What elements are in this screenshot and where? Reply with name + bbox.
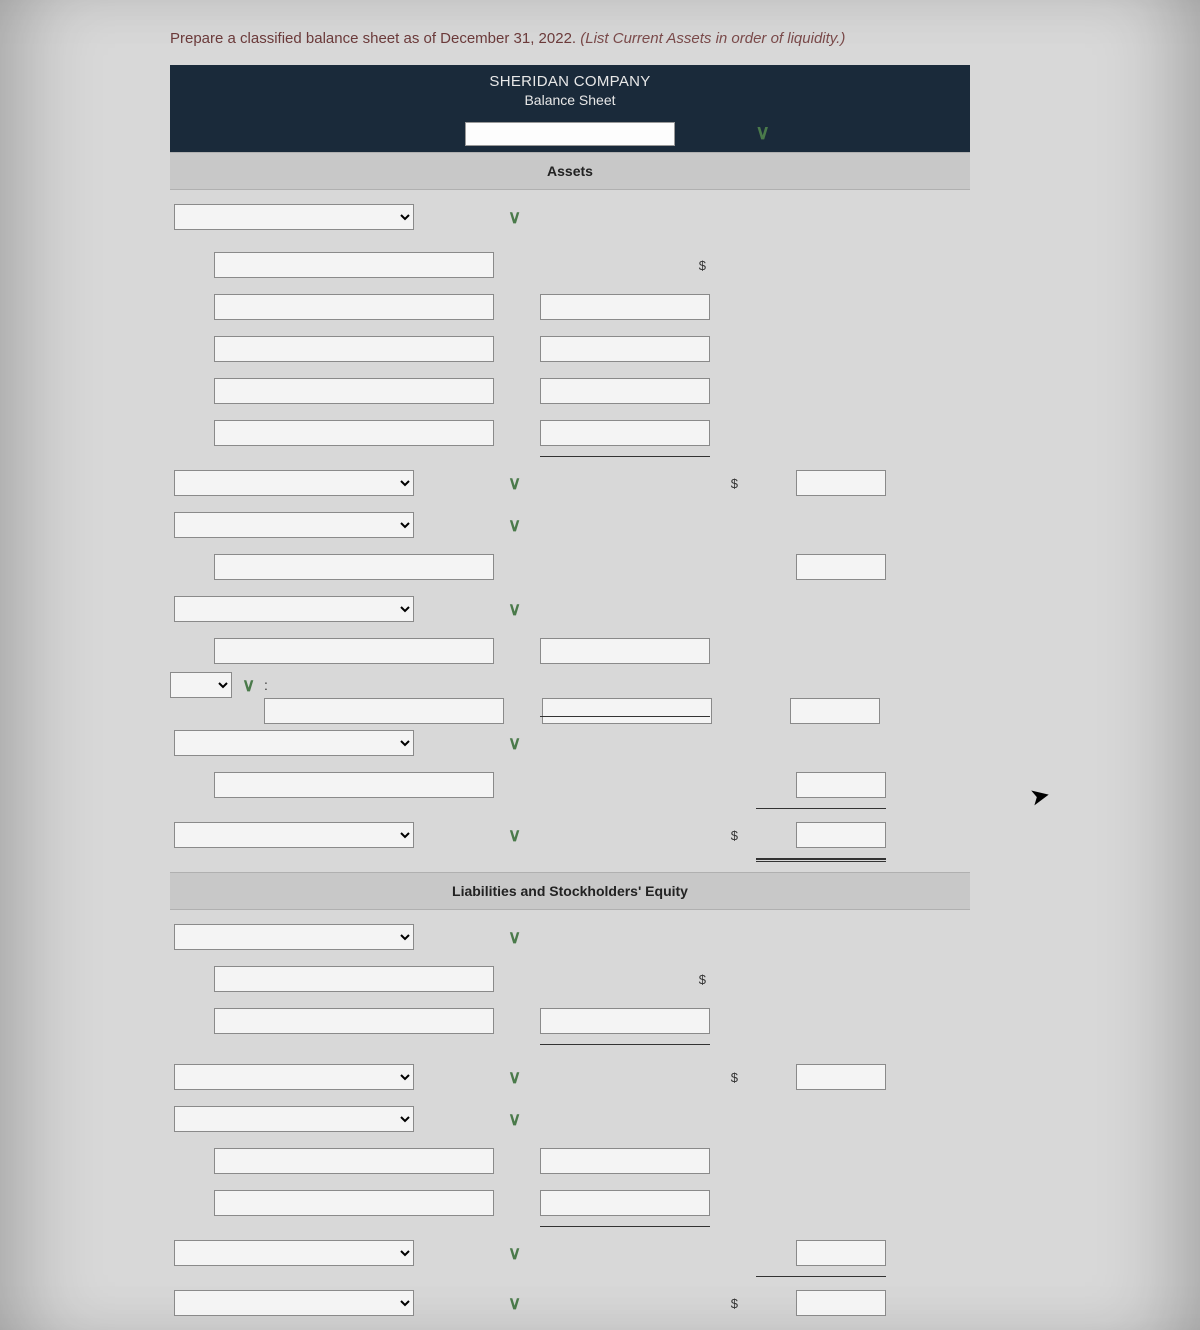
- chevron-down-icon: ∨: [755, 120, 770, 145]
- asset-line-label[interactable]: [214, 378, 494, 404]
- currency-label: $: [724, 476, 742, 491]
- date-input[interactable]: [465, 122, 675, 146]
- asset-value[interactable]: [540, 378, 710, 404]
- currency-label: $: [540, 972, 710, 987]
- liab-value[interactable]: [540, 1148, 710, 1174]
- chevron-down-icon: ∨: [508, 473, 526, 494]
- asset-subtotal-select[interactable]: [174, 470, 414, 496]
- total-assets-select[interactable]: [174, 822, 414, 848]
- chevron-down-icon: ∨: [508, 1243, 526, 1264]
- liab-subtotal-value[interactable]: [796, 1240, 886, 1266]
- liab-value[interactable]: [540, 1190, 710, 1216]
- chevron-down-icon: ∨: [508, 207, 526, 228]
- asset-line-label[interactable]: [214, 772, 494, 798]
- asset-line-label[interactable]: [214, 294, 494, 320]
- chevron-down-icon: ∨: [508, 825, 526, 846]
- total-assets-value[interactable]: [796, 822, 886, 848]
- chevron-down-icon: ∨: [508, 1109, 526, 1130]
- liab-category-select[interactable]: [174, 1106, 414, 1132]
- section-liab-title: Liabilities and Stockholders' Equity: [170, 872, 970, 910]
- liab-line-label[interactable]: [214, 966, 494, 992]
- asset-value[interactable]: [796, 554, 886, 580]
- assets-rows: ∨ $: [170, 190, 970, 872]
- instruction-text: Prepare a classified balance sheet as of…: [170, 30, 1160, 47]
- asset-line-label[interactable]: [214, 252, 494, 278]
- liab-rows: ∨ $ ∨ $: [170, 910, 970, 1330]
- currency-label: $: [540, 258, 710, 273]
- currency-label: $: [724, 1070, 742, 1085]
- asset-value[interactable]: [540, 294, 710, 320]
- asset-category-select[interactable]: [174, 204, 414, 230]
- liab-subtotal-select[interactable]: [174, 1064, 414, 1090]
- liab-category-select[interactable]: [174, 924, 414, 950]
- asset-line-label[interactable]: [214, 420, 494, 446]
- liab-subtotal-select[interactable]: [174, 1240, 414, 1266]
- liab-line-label[interactable]: [214, 1190, 494, 1216]
- date-row: ∨: [170, 118, 970, 152]
- asset-value[interactable]: [540, 638, 710, 664]
- asset-category-select[interactable]: [174, 730, 414, 756]
- sheet-title: Balance Sheet: [170, 92, 970, 108]
- less-select[interactable]: [170, 672, 232, 698]
- total-liab-select[interactable]: [174, 1290, 414, 1316]
- liab-subtotal-value[interactable]: [796, 1064, 886, 1090]
- chevron-down-icon: ∨: [242, 675, 254, 696]
- liab-line-label[interactable]: [214, 1008, 494, 1034]
- chevron-down-icon: ∨: [508, 733, 526, 754]
- instruction-hint: (List Current Assets in order of liquidi…: [580, 30, 845, 47]
- asset-value[interactable]: [540, 420, 710, 446]
- asset-value[interactable]: [790, 698, 880, 724]
- company-name: SHERIDAN COMPANY: [170, 73, 970, 90]
- currency-label: $: [724, 828, 742, 843]
- sheet-header: SHERIDAN COMPANY Balance Sheet: [170, 65, 970, 118]
- liab-line-label[interactable]: [214, 1148, 494, 1174]
- chevron-down-icon: ∨: [508, 1067, 526, 1088]
- total-liab-value[interactable]: [796, 1290, 886, 1316]
- chevron-down-icon: ∨: [508, 927, 526, 948]
- liab-value[interactable]: [540, 1008, 710, 1034]
- asset-value[interactable]: [796, 772, 886, 798]
- colon-label: :: [264, 677, 504, 693]
- chevron-down-icon: ∨: [508, 515, 526, 536]
- instruction-main: Prepare a classified balance sheet as of…: [170, 30, 580, 47]
- asset-category-select[interactable]: [174, 596, 414, 622]
- asset-subtotal-value[interactable]: [796, 470, 886, 496]
- asset-value[interactable]: [542, 698, 712, 724]
- worksheet-page: Prepare a classified balance sheet as of…: [0, 0, 1200, 1330]
- chevron-down-icon: ∨: [508, 1293, 526, 1314]
- section-assets-title: Assets: [170, 152, 970, 190]
- asset-line-label[interactable]: [264, 698, 504, 724]
- chevron-down-icon: ∨: [508, 599, 526, 620]
- asset-value[interactable]: [540, 336, 710, 362]
- currency-label: $: [724, 1296, 742, 1311]
- asset-line-label[interactable]: [214, 638, 494, 664]
- balance-sheet: SHERIDAN COMPANY Balance Sheet ∨ Assets …: [170, 65, 970, 1330]
- asset-line-label[interactable]: [214, 336, 494, 362]
- asset-line-label[interactable]: [214, 554, 494, 580]
- asset-category-select[interactable]: [174, 512, 414, 538]
